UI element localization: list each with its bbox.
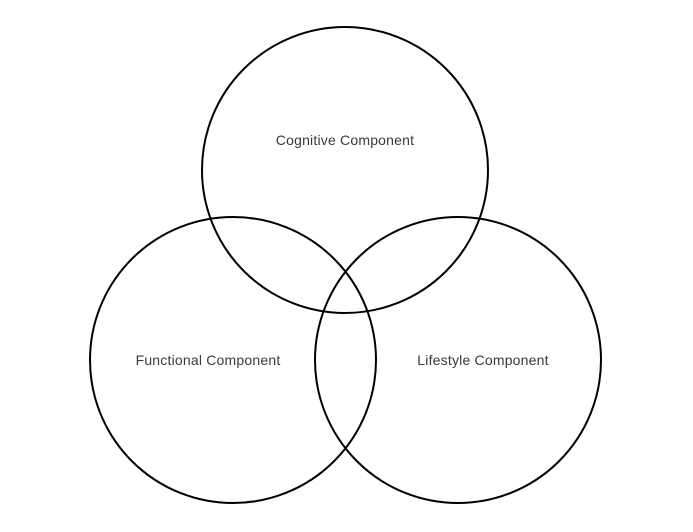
venn-label-left: Functional Component <box>136 352 281 368</box>
venn-label-top: Cognitive Component <box>276 132 414 148</box>
venn-circle-right: Lifestyle Component <box>314 216 602 504</box>
venn-label-right: Lifestyle Component <box>417 352 548 368</box>
